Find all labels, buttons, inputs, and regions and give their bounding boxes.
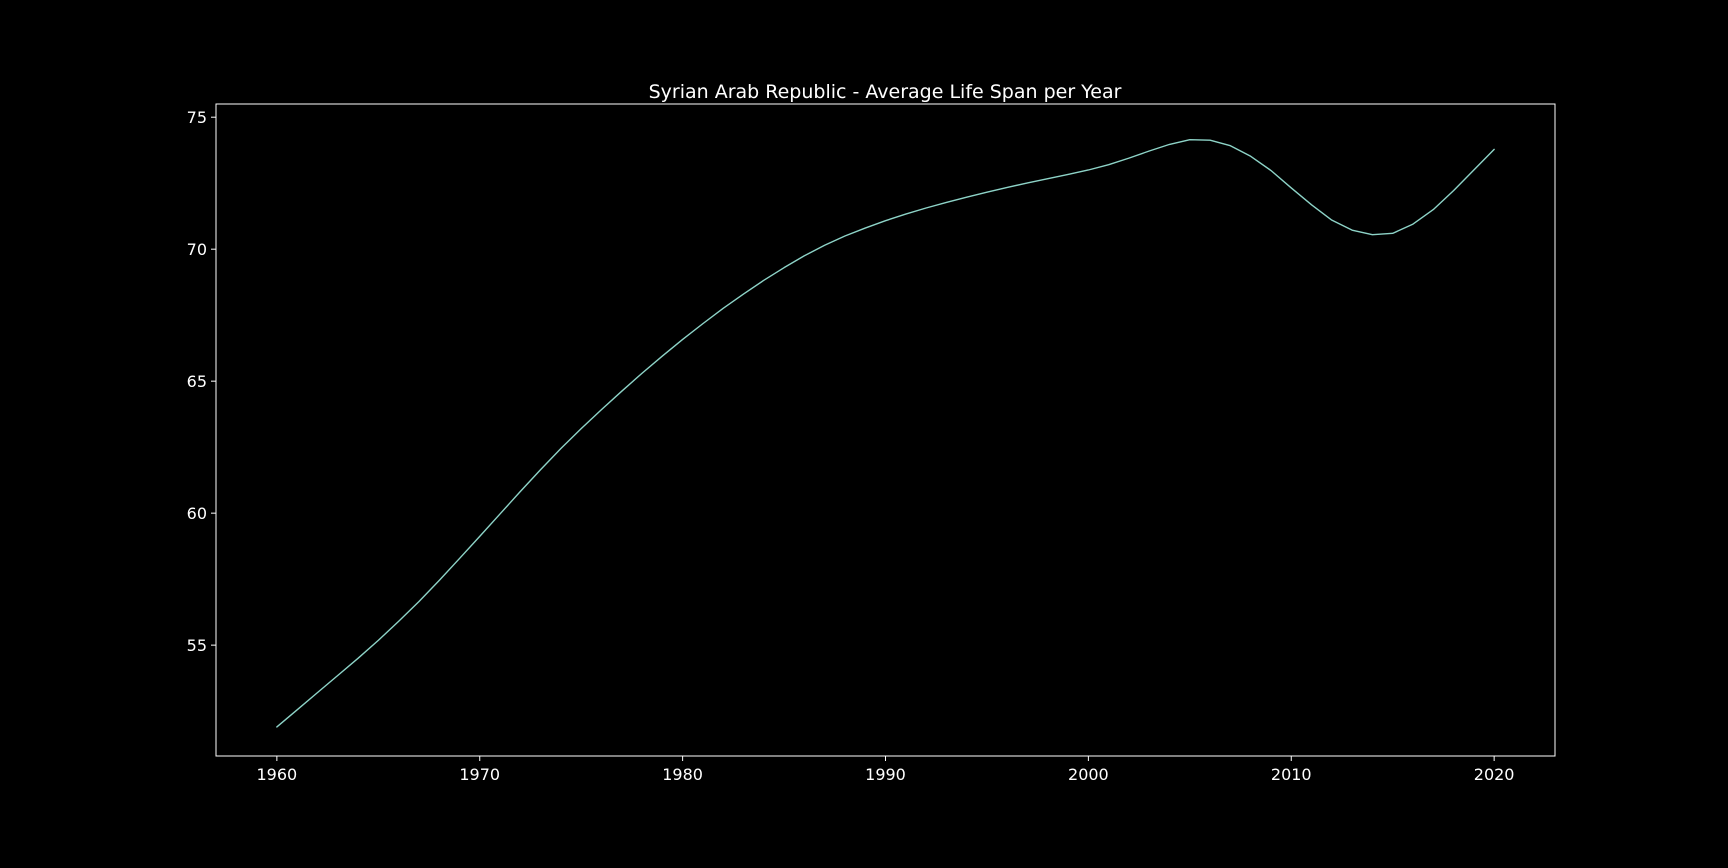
y-tick-label: 75 (187, 108, 207, 127)
x-tick-label: 1980 (662, 765, 703, 784)
x-tick-label: 2000 (1068, 765, 1109, 784)
chart-title: Syrian Arab Republic - Average Life Span… (649, 81, 1122, 103)
series-line-0 (276, 138, 1495, 728)
x-tick-label: 1990 (865, 765, 906, 784)
x-tick-label: 2010 (1271, 765, 1312, 784)
y-tick-label: 65 (187, 372, 207, 391)
y-tick-label: 60 (187, 504, 207, 523)
y-tick-label: 70 (187, 240, 207, 259)
x-tick-label: 1960 (257, 765, 298, 784)
axes: 1960 1970 1980 1990 2000 2010 2020 55 60 65 70 75 (187, 103, 1556, 784)
x-tick-label: 2020 (1474, 765, 1515, 784)
x-tick-label: 1970 (459, 765, 500, 784)
series-layer (276, 138, 1495, 728)
y-tick-label: 55 (187, 636, 207, 655)
